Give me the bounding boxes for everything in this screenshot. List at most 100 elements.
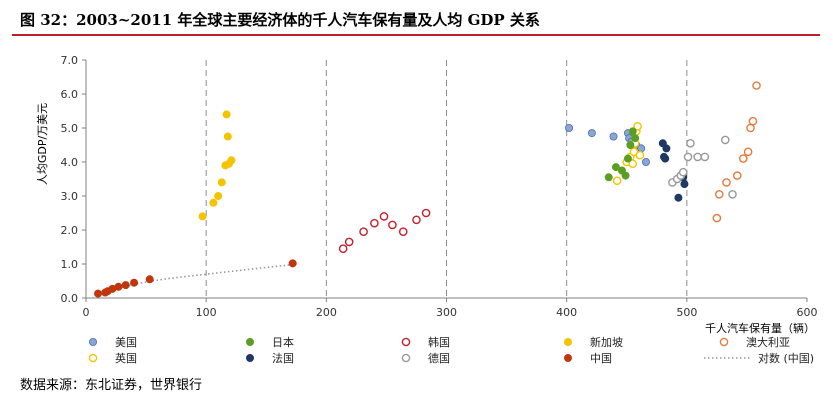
legend-label: 中国 [590,352,612,365]
point-series-6 [209,198,218,207]
x-tick-label: 100 [196,306,217,319]
point-series-3 [674,193,683,202]
points-layer [94,81,761,298]
point-series-2 [631,134,640,143]
legend-marker [88,353,98,363]
point-series-2 [604,173,613,182]
point-series-5 [678,167,688,177]
legend-marker [245,353,254,362]
point-series-8 [712,213,722,223]
point-series-8 [714,189,724,199]
y-tick-label: 3.0 [61,190,79,203]
legend-marker [401,353,411,363]
point-series-4 [344,237,354,247]
figure-title: 图 32：2003~2011 年全球主要经济体的千人汽车保有量及人均 GDP 关… [20,11,540,29]
point-series-2 [626,140,635,149]
point-series-4 [359,227,368,236]
point-series-5 [700,152,710,162]
legend-label-trendline: 对数 (中国) [758,351,814,365]
title-bar [12,10,820,36]
y-tick-label: 0.0 [61,292,79,305]
point-series-7 [94,289,103,298]
x-tick-label: 500 [676,306,697,319]
point-series-5 [686,138,695,148]
point-series-7 [121,281,130,290]
point-series-3 [662,144,671,153]
x-axis-label: 千人汽车保有量（辆） [705,321,815,335]
point-series-6 [222,110,231,119]
point-series-8 [733,171,742,180]
trendline-china [97,263,293,295]
legend-marker [245,337,254,346]
point-series-1 [633,122,642,131]
legend-label: 日本 [272,335,294,349]
point-series-4 [421,208,431,218]
x-tick-label: 600 [797,306,818,319]
y-tick-label: 6.0 [61,88,79,101]
x-tick-label: 0 [83,306,90,319]
trendline-layer [97,263,293,295]
source-note: 数据来源：东北证券，世界银行 [20,378,203,393]
point-series-4 [379,212,389,221]
point-series-6 [223,132,232,141]
legend-marker [89,337,98,346]
point-series-4 [388,220,397,230]
point-series-7 [114,282,123,291]
point-series-7 [288,259,297,268]
point-series-1 [612,176,622,185]
legend-label: 德国 [428,351,450,365]
y-tick-label: 1.0 [61,258,79,271]
point-series-5 [720,135,730,145]
point-series-6 [217,178,226,187]
point-series-8 [722,178,731,187]
legend-marker [564,353,573,362]
point-series-4 [370,218,379,228]
point-series-4 [412,215,421,225]
y-tick-label: 5.0 [61,122,79,135]
legend-marker [564,337,573,346]
point-series-8 [743,147,753,157]
point-series-5 [693,152,702,162]
legend-label: 英国 [115,351,137,365]
point-series-8 [752,81,761,90]
y-tick-label: 7.0 [61,54,79,67]
point-series-2 [611,163,620,172]
point-series-6 [214,191,223,200]
point-series-2 [628,127,637,136]
point-series-5 [683,152,693,162]
point-series-0 [565,124,574,133]
x-tick-label: 200 [316,306,337,319]
point-series-4 [338,244,348,253]
legend-label: 法国 [272,351,294,365]
point-series-1 [628,159,638,168]
x-tick-label: 300 [436,306,457,319]
y-tick-label: 4.0 [61,156,79,169]
point-series-8 [748,116,758,126]
legend-label: 新加坡 [590,335,623,349]
point-series-0 [587,129,596,138]
legend-label: 美国 [115,336,137,349]
legend-marker [719,337,729,347]
point-series-2 [621,171,630,180]
y-tick-label: 2.0 [61,224,79,237]
point-series-8 [739,154,748,163]
point-series-0 [641,157,650,166]
point-series-7 [145,275,154,284]
point-series-3 [680,180,689,189]
point-series-1 [635,150,645,160]
point-series-3 [661,154,670,163]
axis-layer: 0.0 1.0 2.0 3.0 4.0 5.0 6.0 7.0 0 100 200 300 400 500… [61,54,818,319]
point-series-7 [130,278,139,287]
point-series-0 [637,144,646,153]
legend-marker [401,337,411,347]
legend-label: 澳大利亚 [746,335,790,349]
point-series-5 [728,189,737,199]
point-series-4 [398,227,408,236]
point-series-6 [198,212,207,221]
point-series-2 [623,154,632,163]
point-series-6 [227,156,236,165]
x-tick-label: 400 [556,306,577,319]
point-series-0 [609,132,618,141]
